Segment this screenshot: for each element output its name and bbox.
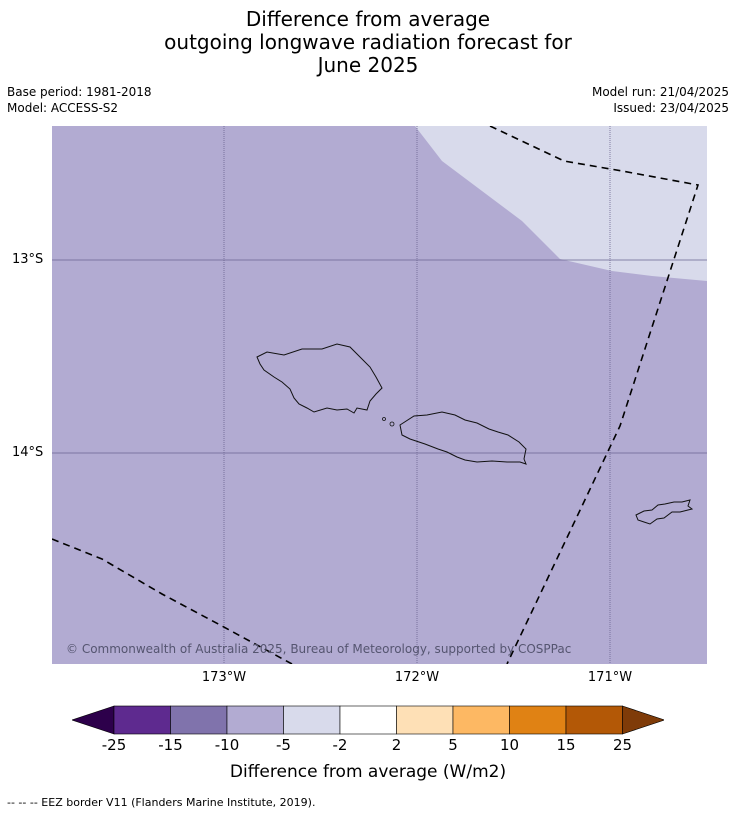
colorbar	[71, 704, 666, 740]
lat-label-14s: 14°S	[12, 445, 44, 460]
base-period: Base period: 1981-2018	[7, 85, 152, 99]
meta-right: Model run: 21/04/2025 Issued: 23/04/2025	[592, 84, 729, 116]
colorbar-box	[452, 705, 510, 735]
colorbar-tick-label: 25	[612, 736, 633, 754]
title-line-3: June 2025	[317, 53, 419, 77]
lat-label-13s: 13°S	[12, 252, 44, 267]
upolu-island	[399, 411, 527, 465]
graticule	[223, 126, 611, 664]
model-name: Model: ACCESS-S2	[7, 101, 119, 115]
eez-footnote: -- -- -- EEZ border V11 (Flanders Marine…	[7, 796, 316, 809]
legend-title: Difference from average (W/m2)	[229, 762, 507, 782]
colorbar-box	[170, 705, 228, 735]
colorbar-box	[113, 705, 171, 735]
colorbar-tick-label: -2	[332, 736, 348, 754]
colorbar-svg	[71, 705, 666, 735]
colorbar-tick-label: -5	[276, 736, 291, 754]
colorbar-box	[509, 705, 567, 735]
colorbar-box	[226, 705, 284, 735]
colorbar-tick-label: -15	[158, 736, 183, 754]
colorbar-tick-label: 2	[391, 736, 402, 754]
lon-label-173w: 173°W	[201, 670, 247, 685]
map-panel: © Commonwealth of Australia 2025, Bureau…	[52, 126, 707, 664]
colorbar-box	[283, 705, 341, 735]
tutuila-island	[635, 499, 694, 525]
chart-title: Difference from average outgoing longwav…	[0, 8, 736, 77]
savaii-island	[256, 343, 383, 414]
title-line-2: outgoing longwave radiation forecast for	[164, 30, 572, 54]
colorbar-tick-label: 15	[556, 736, 576, 754]
colorbar-tick-label: 5	[448, 736, 458, 754]
colorbar-box	[339, 705, 397, 735]
map-svg	[52, 126, 707, 664]
colorbar-extend-high	[622, 705, 666, 735]
colorbar-box	[396, 705, 454, 735]
islet	[382, 417, 386, 421]
colorbar-box	[565, 705, 623, 735]
colorbar-tick-label: -25	[101, 736, 127, 754]
eez-border	[52, 126, 700, 664]
colorbar-tick-label: 10	[499, 736, 520, 754]
title-line-1: Difference from average	[245, 7, 491, 31]
lon-label-171w: 171°W	[587, 670, 633, 685]
copyright-notice: © Commonwealth of Australia 2025, Bureau…	[66, 642, 572, 656]
colorbar-extend-low	[71, 705, 115, 735]
islet	[389, 421, 395, 427]
graticule-lat	[52, 259, 707, 454]
lon-label-172w: 172°W	[394, 670, 440, 685]
model-run: Model run: 21/04/2025	[591, 85, 729, 99]
colorbar-tick-label: -10	[214, 736, 240, 754]
issued-date: Issued: 23/04/2025	[613, 101, 729, 115]
anomaly-fill-light	[415, 126, 707, 281]
meta-left: Base period: 1981-2018 Model: ACCESS-S2	[7, 84, 152, 116]
